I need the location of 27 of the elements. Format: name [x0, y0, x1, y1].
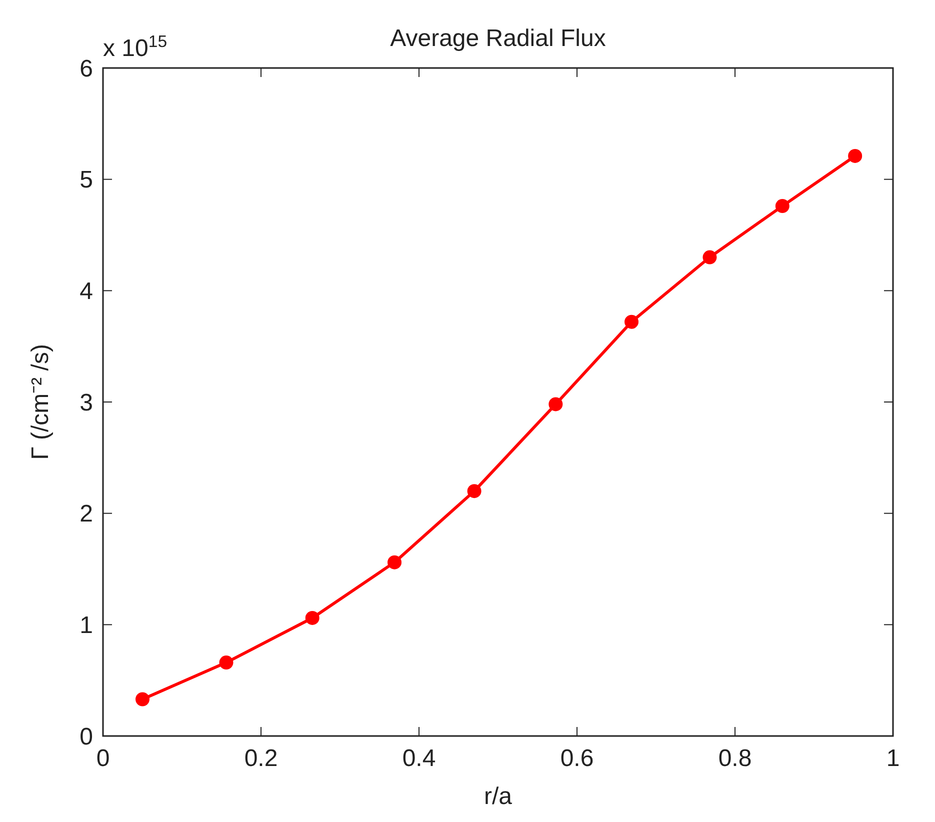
y-tick-label: 5 — [80, 166, 93, 194]
x-tick-label: 0.4 — [402, 745, 436, 772]
y-tick-label: 1 — [80, 612, 93, 640]
chart-title: Average Radial Flux — [390, 25, 606, 52]
point — [624, 314, 639, 329]
y-tick-label: 0 — [80, 723, 93, 750]
y-axis-title: Γ (/cm⁻² /s) — [27, 344, 54, 460]
point — [775, 199, 790, 214]
point — [219, 656, 234, 670]
point — [388, 555, 402, 570]
x-tick-label: 0.6 — [560, 745, 594, 772]
x-tick-label: 0 — [96, 745, 110, 772]
y-tick-label: 4 — [80, 278, 93, 306]
x-tick-label: 1 — [886, 745, 900, 772]
x-axis-title: r/a — [484, 783, 513, 810]
point — [702, 250, 717, 264]
text: x 10$^{15}$ — [103, 32, 168, 62]
x-tick-label: 0.2 — [244, 745, 278, 772]
x-tick-label: 0.8 — [718, 745, 752, 772]
point — [548, 397, 563, 412]
point — [136, 692, 150, 706]
point — [305, 610, 320, 625]
y-tick-label: 2 — [80, 500, 93, 528]
y-tick-label: 3 — [80, 389, 93, 416]
point — [848, 148, 862, 163]
y-tick-label: 6 — [80, 55, 93, 82]
point — [467, 484, 482, 498]
